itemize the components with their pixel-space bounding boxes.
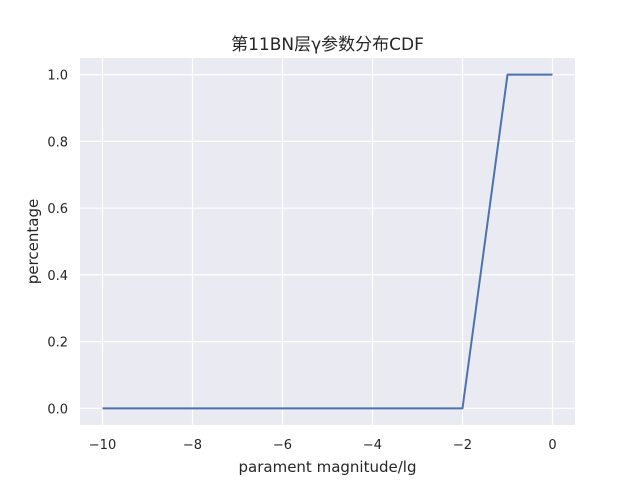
- x-axis-label: parament magnitude/lg: [239, 458, 417, 476]
- cdf-series-line: [102, 73, 553, 410]
- y-tick-label: 0.0: [47, 402, 68, 417]
- y-tick-labels: 0.0 0.2 0.4 0.6 0.8 1.0: [47, 69, 68, 418]
- x-tick-label: −2: [453, 438, 472, 453]
- y-tick-label: 0.8: [47, 135, 68, 150]
- y-tick-label: 0.2: [47, 336, 68, 351]
- x-tick-label: −8: [183, 438, 202, 453]
- x-tick-label: −4: [363, 438, 382, 453]
- plot-background: [80, 58, 575, 425]
- x-tick-label: 0: [548, 438, 556, 453]
- y-axis-label: percentage: [24, 199, 42, 284]
- chart-title: 第11BN层γ参数分布CDF: [231, 35, 424, 55]
- x-tick-label: −10: [89, 438, 116, 453]
- x-tick-labels: −10 −8 −6 −4 −2 0: [89, 438, 557, 453]
- x-tick-label: −6: [273, 438, 292, 453]
- series-layer: [102, 73, 553, 410]
- y-tick-label: 0.6: [47, 202, 68, 217]
- y-tick-label: 1.0: [47, 69, 68, 84]
- y-tick-label: 0.4: [47, 269, 68, 284]
